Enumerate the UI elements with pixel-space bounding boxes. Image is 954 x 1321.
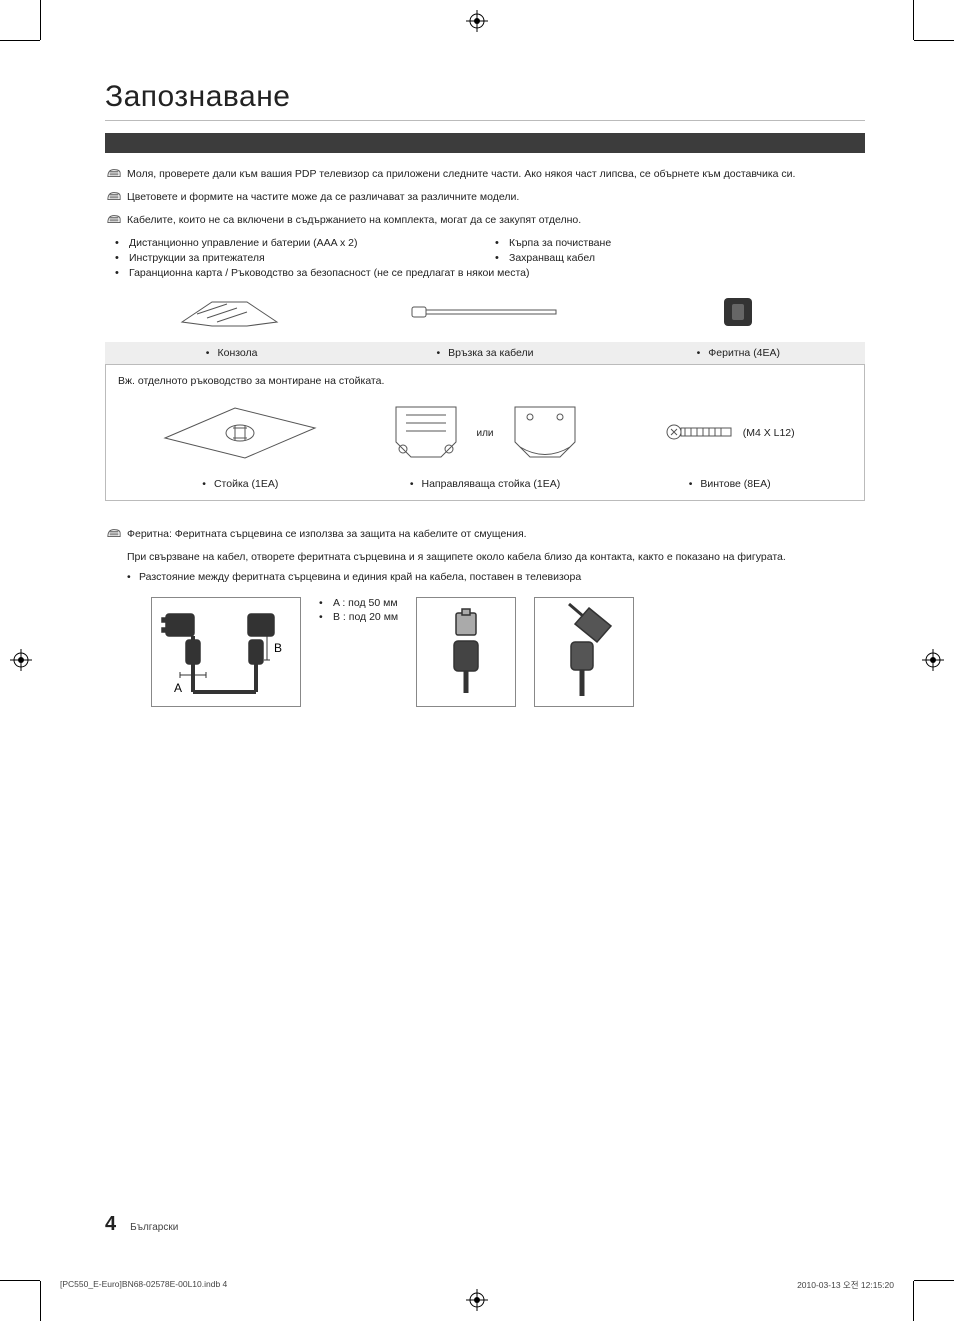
page-number: 4 [105, 1213, 116, 1236]
note-line: Кабелите, които не са включени в съдържа… [105, 213, 865, 228]
footer-right: 2010-03-13 오전 12:15:20 [797, 1279, 894, 1291]
or-label: или [477, 428, 494, 439]
accessory-item: Гаранционна карта / Ръководство за безоп… [129, 267, 865, 279]
registration-mark-icon [10, 649, 32, 671]
note-icon [105, 213, 123, 225]
stand-guide-icon [381, 397, 471, 470]
note-text: Моля, проверете дали към вашия PDP телев… [127, 167, 795, 182]
registration-mark-icon [922, 649, 944, 671]
ferrite-diagrams: A B A : под 50 мм B : под 20 мм [151, 597, 865, 707]
screw-icon [665, 423, 735, 444]
note-icon [105, 527, 123, 539]
av-cable-diagram [534, 597, 634, 707]
diag-label-b: B [274, 641, 282, 655]
cable-tie-icon [358, 301, 611, 323]
label: Феритна (4EA) [697, 347, 780, 359]
language-label: Български [130, 1222, 178, 1233]
crop-mark [0, 40, 40, 41]
label: Винтове (8EA) [689, 478, 771, 490]
page-title: Запознаване [105, 80, 865, 114]
accessory-item: Кърпа за почистване [509, 237, 865, 249]
crop-mark [914, 40, 954, 41]
registration-mark-icon [466, 1289, 488, 1311]
label: Връзка за кабели [436, 347, 533, 359]
stand-box: Вж. отделното ръководство за монтиране н… [105, 364, 865, 501]
crop-mark [40, 0, 41, 40]
page-content: Запознаване Моля, проверете дали към ваш… [105, 80, 865, 707]
stand-base-icon [118, 398, 363, 468]
label: Стойка (1EA) [202, 478, 278, 490]
note-line: Моля, проверете дали към вашия PDP телев… [105, 167, 865, 182]
ferrite-section: Феритна: Феритната сърцевина се използва… [105, 527, 865, 707]
ferrite-title: Феритна: Феритната сърцевина се използва… [127, 527, 527, 542]
note-text: Кабелите, които не са включени в съдържа… [127, 213, 581, 228]
accessory-label-row: Конзола Връзка за кабели Феритна (4EA) [105, 342, 865, 364]
crop-mark [0, 1280, 40, 1281]
legend-b: B : под 20 мм [319, 611, 398, 623]
note-line: Цветовете и формите на частите може да с… [105, 190, 865, 205]
note-icon [105, 190, 123, 202]
ferrite-desc: При свързване на кабел, отворете феритна… [127, 550, 865, 565]
registration-mark-icon [466, 10, 488, 32]
accessory-item: Дистанционно управление и батерии (AAA x… [129, 237, 485, 249]
accessory-item: Захранващ кабел [509, 252, 865, 264]
accessory-images-row [105, 282, 865, 342]
crop-mark [913, 1281, 914, 1321]
footer-meta: [PC550_E-Euro]BN68-02578E-00L10.indb 4 2… [60, 1279, 894, 1291]
lan-cable-diagram [416, 597, 516, 707]
page-number-block: 4 Български [105, 1213, 178, 1236]
screw-spec: (M4 X L12) [743, 427, 795, 439]
diag-label-a: A [174, 681, 182, 695]
accessory-list: Дистанционно управление и батерии (AAA x… [105, 237, 865, 267]
footer-left: [PC550_E-Euro]BN68-02578E-00L10.indb 4 [60, 1279, 227, 1291]
bracket-icon [105, 292, 358, 332]
title-rule [105, 120, 865, 121]
note-icon [105, 167, 123, 179]
legend-a: A : под 50 мм [319, 597, 398, 609]
crop-mark [914, 1280, 954, 1281]
ferrite-bullet: Разстояние между феритната сърцевина и е… [127, 571, 865, 583]
ferrite-icon [612, 294, 865, 330]
label: Направляваща стойка (1EA) [410, 478, 560, 490]
note-text: Цветовете и формите на частите може да с… [127, 190, 519, 205]
label: Конзола [206, 347, 258, 359]
stand-intro: Вж. отделното ръководство за монтиране н… [118, 375, 852, 387]
ferrite-legend: A : под 50 мм B : под 20 мм [319, 597, 398, 625]
crop-mark [40, 1281, 41, 1321]
accessory-item: Инструкции за притежателя [129, 252, 485, 264]
crop-mark [913, 0, 914, 40]
power-cable-diagram: A B [151, 597, 301, 707]
section-bar [105, 133, 865, 153]
stand-guide-alt-icon [500, 397, 590, 470]
